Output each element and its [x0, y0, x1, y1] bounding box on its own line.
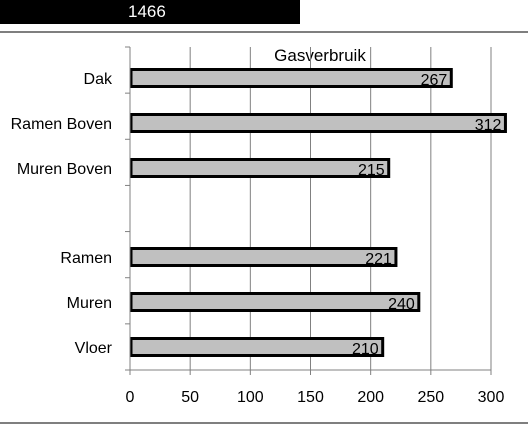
- cell-value-bar: 1466: [0, 0, 300, 24]
- data-label: 312: [475, 117, 502, 134]
- category-label: Vloer: [75, 340, 113, 357]
- labels: Dak 267 Ramen Boven 312 Muren Boven 215 Ramen 2…: [11, 71, 505, 406]
- divider-bottom: [0, 422, 528, 424]
- data-label: 210: [352, 341, 379, 358]
- x-tick-label: 250: [417, 389, 444, 406]
- bar-ramen-boven: [129, 113, 507, 133]
- bar-muren: [129, 292, 421, 312]
- data-label: 267: [421, 72, 448, 89]
- category-label: Muren: [67, 295, 112, 312]
- x-tick-label: 300: [478, 389, 505, 406]
- x-tick-label: 0: [126, 389, 135, 406]
- chart-title: Gasverbruik: [274, 46, 366, 65]
- bars: [129, 68, 507, 357]
- category-label: Ramen: [60, 250, 112, 267]
- divider-top: [0, 31, 528, 33]
- bar-ramen: [129, 247, 398, 267]
- data-label: 215: [358, 162, 385, 179]
- x-tick-label: 200: [357, 389, 384, 406]
- bar-vloer: [129, 337, 385, 357]
- x-tick-label: 100: [237, 389, 264, 406]
- category-label: Dak: [84, 71, 113, 88]
- category-label: Muren Boven: [17, 161, 112, 178]
- grid-lines: [189, 47, 492, 370]
- data-label: 240: [388, 296, 415, 313]
- bar-muren-boven: [129, 158, 391, 178]
- cell-value: 1466: [128, 2, 166, 21]
- x-tick-label: 150: [297, 389, 324, 406]
- x-tick-label: 50: [181, 389, 199, 406]
- category-label: Ramen Boven: [11, 116, 112, 133]
- bar-dak: [129, 68, 453, 88]
- axes: [125, 46, 492, 375]
- data-label: 221: [365, 251, 392, 268]
